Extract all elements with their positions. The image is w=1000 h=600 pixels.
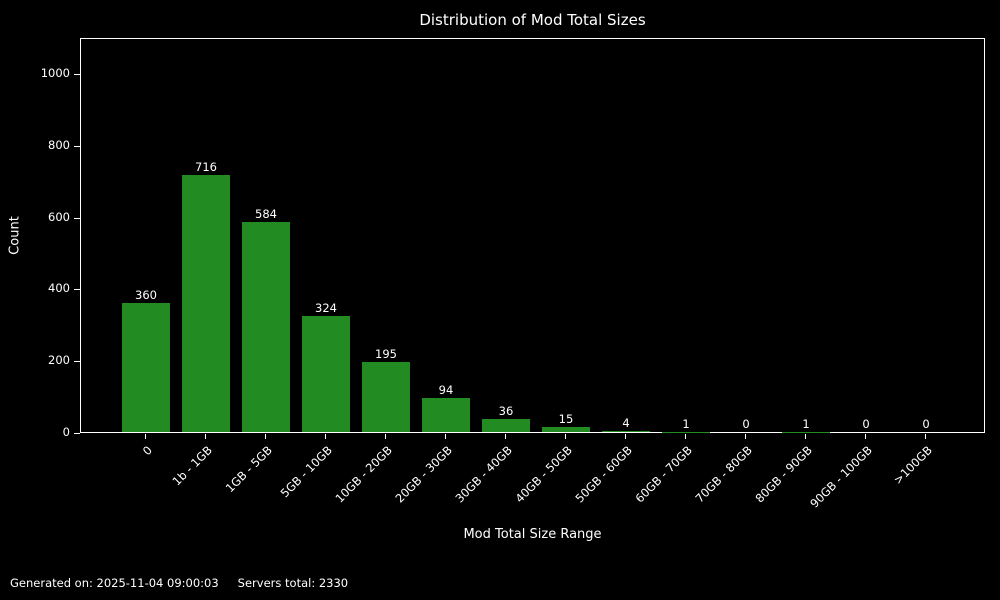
y-tick-mark (74, 73, 80, 75)
bar-value-label: 94 (438, 383, 454, 398)
y-tick-mark (74, 289, 80, 291)
x-tick-mark (445, 434, 446, 439)
y-tick-label: 1000 (40, 65, 70, 80)
bar (362, 361, 410, 432)
y-tick-mark (74, 361, 80, 363)
y-axis-label: Count (7, 216, 23, 255)
bar-value-label: 1 (682, 416, 690, 431)
x-tick-mark (805, 434, 806, 439)
bar-value-label: 4 (622, 415, 630, 430)
y-tick-label: 800 (48, 137, 70, 152)
bar-value-label: 15 (558, 411, 574, 426)
bar-value-label: 0 (862, 417, 870, 431)
x-tick-mark (265, 434, 266, 439)
plot-area: 360 716 584 324 195 94 36 15 4 1 0 1 0 0 (80, 38, 985, 433)
bar (542, 426, 590, 432)
x-tick-mark (565, 434, 566, 439)
bar-value-label: 0 (742, 417, 750, 431)
generated-timestamp: Generated on: 2025-11-04 09:00:03 (10, 576, 219, 590)
y-tick-mark (74, 217, 80, 219)
bar (122, 302, 170, 432)
bar-value-label: 36 (498, 404, 514, 419)
y-tick-mark (74, 433, 80, 434)
bar-value-label: 0 (922, 417, 930, 431)
bar-value-label: 584 (255, 207, 277, 222)
y-tick-label: 600 (48, 209, 70, 224)
bar (482, 419, 530, 432)
x-tick-mark (625, 434, 626, 439)
bar (782, 431, 830, 432)
y-tick-label: 400 (48, 281, 70, 296)
x-axis-label: Mod Total Size Range (463, 527, 602, 542)
bar-value-label: 1 (802, 416, 810, 431)
y-tick-label: 200 (48, 353, 70, 368)
footer: Generated on: 2025-11-04 09:00:03 Servers… (10, 576, 348, 590)
bar-value-label: 324 (315, 300, 337, 315)
bar (182, 174, 230, 432)
bar (302, 315, 350, 432)
bar (242, 222, 290, 432)
x-tick-mark (145, 434, 146, 439)
bar (602, 430, 650, 432)
servers-total: Servers total: 2330 (237, 576, 349, 590)
x-tick-mark (925, 434, 926, 439)
y-tick-mark (74, 145, 80, 147)
bar-value-label: 716 (195, 159, 217, 174)
bar (422, 398, 470, 432)
bar-value-label: 195 (375, 346, 397, 361)
bar (662, 431, 710, 432)
x-tick-mark (685, 434, 686, 439)
x-tick-mark (325, 434, 326, 439)
x-tick-mark (205, 434, 206, 439)
x-tick-mark (865, 434, 866, 439)
bar-value-label: 360 (135, 287, 157, 302)
chart-title: Distribution of Mod Total Sizes (419, 11, 646, 29)
y-tick-label: 0 (62, 425, 70, 439)
x-tick-mark (385, 434, 386, 439)
x-tick-mark (745, 434, 746, 439)
x-tick-mark (505, 434, 506, 439)
